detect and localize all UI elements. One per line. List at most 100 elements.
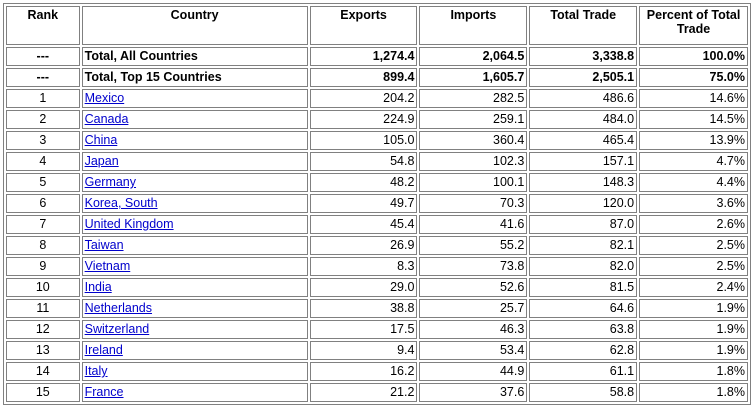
percent-cell: 4.7%: [639, 152, 748, 171]
percent-cell: 3.6%: [639, 194, 748, 213]
percent-cell: 1.9%: [639, 341, 748, 360]
percent-cell: 4.4%: [639, 173, 748, 192]
country-link[interactable]: Korea, South: [84, 196, 158, 210]
rank-cell: 7: [6, 215, 80, 234]
rank-cell: ---: [6, 47, 80, 66]
exports-cell: 38.8: [309, 299, 418, 318]
rank-cell: 10: [6, 278, 80, 297]
table-row: 6 Korea, South 49.7 70.3 120.0 3.6%: [6, 194, 748, 213]
country-cell: Japan: [81, 152, 308, 171]
trade-table: Rank Country Exports Imports Total Trade…: [3, 3, 751, 405]
rank-cell: 4: [6, 152, 80, 171]
exports-cell: 8.3: [309, 257, 418, 276]
country-link[interactable]: Ireland: [84, 343, 123, 357]
total-trade-cell: 87.0: [529, 215, 638, 234]
total-trade-cell: 82.0: [529, 257, 638, 276]
imports-cell: 46.3: [419, 320, 528, 339]
country-link[interactable]: Germany: [84, 175, 137, 189]
exports-cell: 49.7: [309, 194, 418, 213]
imports-cell: 360.4: [419, 131, 528, 150]
header-rank: Rank: [6, 6, 80, 45]
country-link[interactable]: Taiwan: [84, 238, 124, 252]
percent-cell: 2.6%: [639, 215, 748, 234]
country-link[interactable]: Mexico: [84, 91, 125, 105]
country-cell: United Kingdom: [81, 215, 308, 234]
total-trade-cell: 62.8: [529, 341, 638, 360]
country-cell: Total, All Countries: [81, 47, 308, 66]
country-cell: India: [81, 278, 308, 297]
total-trade-cell: 484.0: [529, 110, 638, 129]
rank-cell: 5: [6, 173, 80, 192]
country-cell: Taiwan: [81, 236, 308, 255]
header-total-trade: Total Trade: [529, 6, 638, 45]
imports-cell: 100.1: [419, 173, 528, 192]
percent-cell: 2.4%: [639, 278, 748, 297]
table-row: 8 Taiwan 26.9 55.2 82.1 2.5%: [6, 236, 748, 255]
rank-cell: ---: [6, 68, 80, 87]
country-cell: Switzerland: [81, 320, 308, 339]
country-cell: Vietnam: [81, 257, 308, 276]
total-trade-cell: 2,505.1: [529, 68, 638, 87]
table-row: 14 Italy 16.2 44.9 61.1 1.8%: [6, 362, 748, 381]
rank-cell: 6: [6, 194, 80, 213]
header-imports: Imports: [419, 6, 528, 45]
percent-cell: 14.6%: [639, 89, 748, 108]
percent-cell: 100.0%: [639, 47, 748, 66]
exports-cell: 21.2: [309, 383, 418, 402]
country-cell: Italy: [81, 362, 308, 381]
imports-cell: 1,605.7: [419, 68, 528, 87]
table-row: 1 Mexico 204.2 282.5 486.6 14.6%: [6, 89, 748, 108]
exports-cell: 29.0: [309, 278, 418, 297]
imports-cell: 70.3: [419, 194, 528, 213]
exports-cell: 899.4: [309, 68, 418, 87]
country-link[interactable]: United Kingdom: [84, 217, 174, 231]
rank-cell: 9: [6, 257, 80, 276]
table-row: 10 India 29.0 52.6 81.5 2.4%: [6, 278, 748, 297]
table-row: 5 Germany 48.2 100.1 148.3 4.4%: [6, 173, 748, 192]
percent-cell: 75.0%: [639, 68, 748, 87]
rank-cell: 1: [6, 89, 80, 108]
table-row: 12 Switzerland 17.5 46.3 63.8 1.9%: [6, 320, 748, 339]
table-row: 15 France 21.2 37.6 58.8 1.8%: [6, 383, 748, 402]
rank-cell: 2: [6, 110, 80, 129]
country-link[interactable]: China: [84, 133, 118, 147]
country-link[interactable]: Switzerland: [84, 322, 150, 336]
percent-cell: 1.9%: [639, 299, 748, 318]
country-link[interactable]: Japan: [84, 154, 119, 168]
country-cell: Canada: [81, 110, 308, 129]
table-row: 13 Ireland 9.4 53.4 62.8 1.9%: [6, 341, 748, 360]
percent-cell: 1.9%: [639, 320, 748, 339]
total-trade-cell: 486.6: [529, 89, 638, 108]
table-row: 3 China 105.0 360.4 465.4 13.9%: [6, 131, 748, 150]
country-cell: China: [81, 131, 308, 150]
country-link[interactable]: Vietnam: [84, 259, 131, 273]
country-link[interactable]: France: [84, 385, 124, 399]
table-row: 2 Canada 224.9 259.1 484.0 14.5%: [6, 110, 748, 129]
country-link[interactable]: Italy: [84, 364, 108, 378]
imports-cell: 55.2: [419, 236, 528, 255]
rank-cell: 3: [6, 131, 80, 150]
exports-cell: 204.2: [309, 89, 418, 108]
total-trade-cell: 465.4: [529, 131, 638, 150]
country-link[interactable]: India: [84, 280, 112, 294]
total-trade-cell: 120.0: [529, 194, 638, 213]
exports-cell: 105.0: [309, 131, 418, 150]
country-cell: Mexico: [81, 89, 308, 108]
header-exports: Exports: [309, 6, 418, 45]
total-trade-cell: 61.1: [529, 362, 638, 381]
header-row: Rank Country Exports Imports Total Trade…: [6, 6, 748, 45]
header-percent: Percent of Total Trade: [639, 6, 748, 45]
total-trade-cell: 82.1: [529, 236, 638, 255]
imports-cell: 2,064.5: [419, 47, 528, 66]
table-row: 11 Netherlands 38.8 25.7 64.6 1.9%: [6, 299, 748, 318]
total-row: --- Total, All Countries 1,274.4 2,064.5 3,3…: [6, 47, 748, 66]
country-link[interactable]: Canada: [84, 112, 129, 126]
exports-cell: 45.4: [309, 215, 418, 234]
country-link[interactable]: Netherlands: [84, 301, 153, 315]
rank-cell: 12: [6, 320, 80, 339]
total-trade-cell: 64.6: [529, 299, 638, 318]
rank-cell: 13: [6, 341, 80, 360]
exports-cell: 9.4: [309, 341, 418, 360]
total-row: --- Total, Top 15 Countries 899.4 1,605.7 2,…: [6, 68, 748, 87]
rank-cell: 15: [6, 383, 80, 402]
